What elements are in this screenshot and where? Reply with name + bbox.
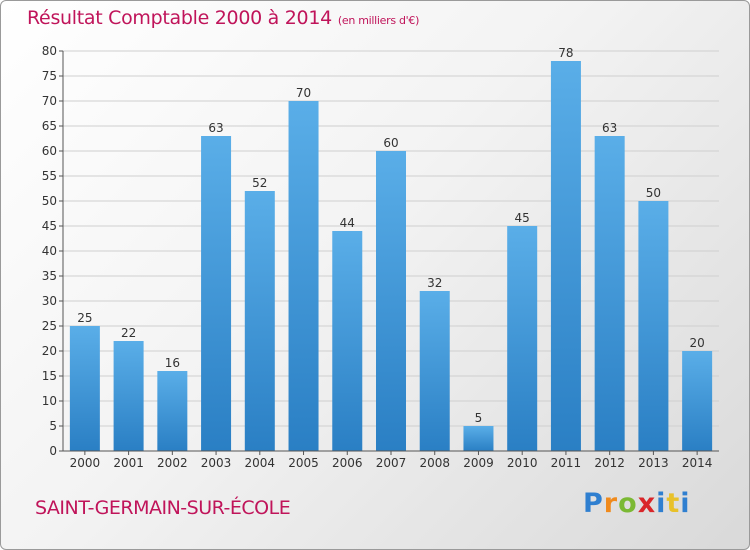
- data-label: 70: [296, 86, 311, 100]
- chart-title: Résultat Comptable 2000 à 2014 (en millie…: [27, 7, 419, 29]
- y-tick-label: 45: [42, 219, 57, 233]
- logo-letter: P: [583, 488, 604, 519]
- logo-letter: o: [618, 488, 638, 519]
- x-tick-label: 2002: [157, 456, 188, 470]
- data-label: 32: [427, 276, 442, 290]
- data-label: 44: [340, 216, 355, 230]
- y-tick-label: 0: [49, 444, 57, 458]
- y-tick-label: 30: [42, 294, 57, 308]
- bars: [69, 61, 713, 451]
- proxiti-logo: Proxiti: [583, 488, 691, 519]
- data-label: 45: [515, 211, 530, 225]
- y-tick-label: 40: [42, 244, 57, 258]
- data-label: 60: [383, 136, 398, 150]
- y-tick-label: 80: [42, 44, 57, 58]
- logo-letter: r: [603, 488, 619, 519]
- x-tick-label: 2013: [638, 456, 669, 470]
- bar: [69, 326, 100, 451]
- y-axis-ticks: 0 5 10 15 20 25 30 35 40 45 50 55 60 65 70 75 80: [42, 44, 63, 458]
- data-label: 78: [558, 46, 573, 60]
- x-tick-label: 2008: [419, 456, 450, 470]
- y-tick-label: 65: [42, 119, 57, 133]
- bar: [157, 371, 188, 451]
- x-tick-label: 2005: [288, 456, 319, 470]
- bar: [201, 136, 232, 451]
- x-tick-label: 2011: [551, 456, 582, 470]
- logo-letter: x: [637, 488, 657, 519]
- value-labels: 25 22 16 63 52 70 44 60 32 5 45 78 63 50 20: [77, 46, 705, 425]
- y-tick-label: 50: [42, 194, 57, 208]
- logo-letter: i: [680, 488, 691, 519]
- logo-letter: i: [656, 488, 667, 519]
- bar: [463, 426, 494, 451]
- bar: [288, 101, 319, 451]
- bar: [507, 226, 538, 451]
- x-tick-label: 2014: [682, 456, 713, 470]
- bar: [419, 291, 450, 451]
- data-label: 5: [475, 411, 483, 425]
- bar: [332, 231, 363, 451]
- unit-note: (en milliers d'€): [337, 14, 420, 27]
- y-tick-label: 15: [42, 369, 57, 383]
- y-tick-label: 20: [42, 344, 57, 358]
- data-label: 52: [252, 176, 267, 190]
- x-tick-label: 2007: [376, 456, 407, 470]
- bar: [113, 341, 144, 451]
- bar: [244, 191, 275, 451]
- y-tick-label: 60: [42, 144, 57, 158]
- x-tick-label: 2001: [113, 456, 144, 470]
- bar: [638, 201, 669, 451]
- x-tick-label: 2006: [332, 456, 363, 470]
- logo-letter: t: [666, 488, 681, 519]
- data-label: 63: [208, 121, 223, 135]
- data-label: 25: [77, 311, 92, 325]
- bar: [594, 136, 625, 451]
- x-tick-label: 2010: [507, 456, 538, 470]
- commune-name: SAINT-GERMAIN-SUR-ÉCOLE: [35, 497, 291, 519]
- y-tick-label: 25: [42, 319, 57, 333]
- data-label: 50: [646, 186, 661, 200]
- data-label: 16: [165, 356, 180, 370]
- bar: [550, 61, 581, 451]
- x-tick-label: 2000: [70, 456, 101, 470]
- x-axis-ticks: 2000 2001 2002 2003 2004 2005 2006 2007 2008 2009…: [70, 451, 713, 470]
- bar: [376, 151, 406, 451]
- bar: [682, 351, 713, 451]
- y-tick-label: 75: [42, 69, 57, 83]
- y-tick-label: 10: [42, 394, 57, 408]
- x-tick-label: 2012: [594, 456, 625, 470]
- data-label: 63: [602, 121, 617, 135]
- x-tick-label: 2004: [245, 456, 276, 470]
- y-tick-label: 5: [49, 419, 57, 433]
- data-label: 20: [689, 336, 704, 350]
- data-label: 22: [121, 326, 136, 340]
- y-tick-label: 35: [42, 269, 57, 283]
- x-tick-label: 2009: [463, 456, 494, 470]
- y-tick-label: 55: [42, 169, 57, 183]
- y-tick-label: 70: [42, 94, 57, 108]
- x-tick-label: 2003: [201, 456, 232, 470]
- chart-title-text: Résultat Comptable 2000 à 2014: [27, 7, 332, 29]
